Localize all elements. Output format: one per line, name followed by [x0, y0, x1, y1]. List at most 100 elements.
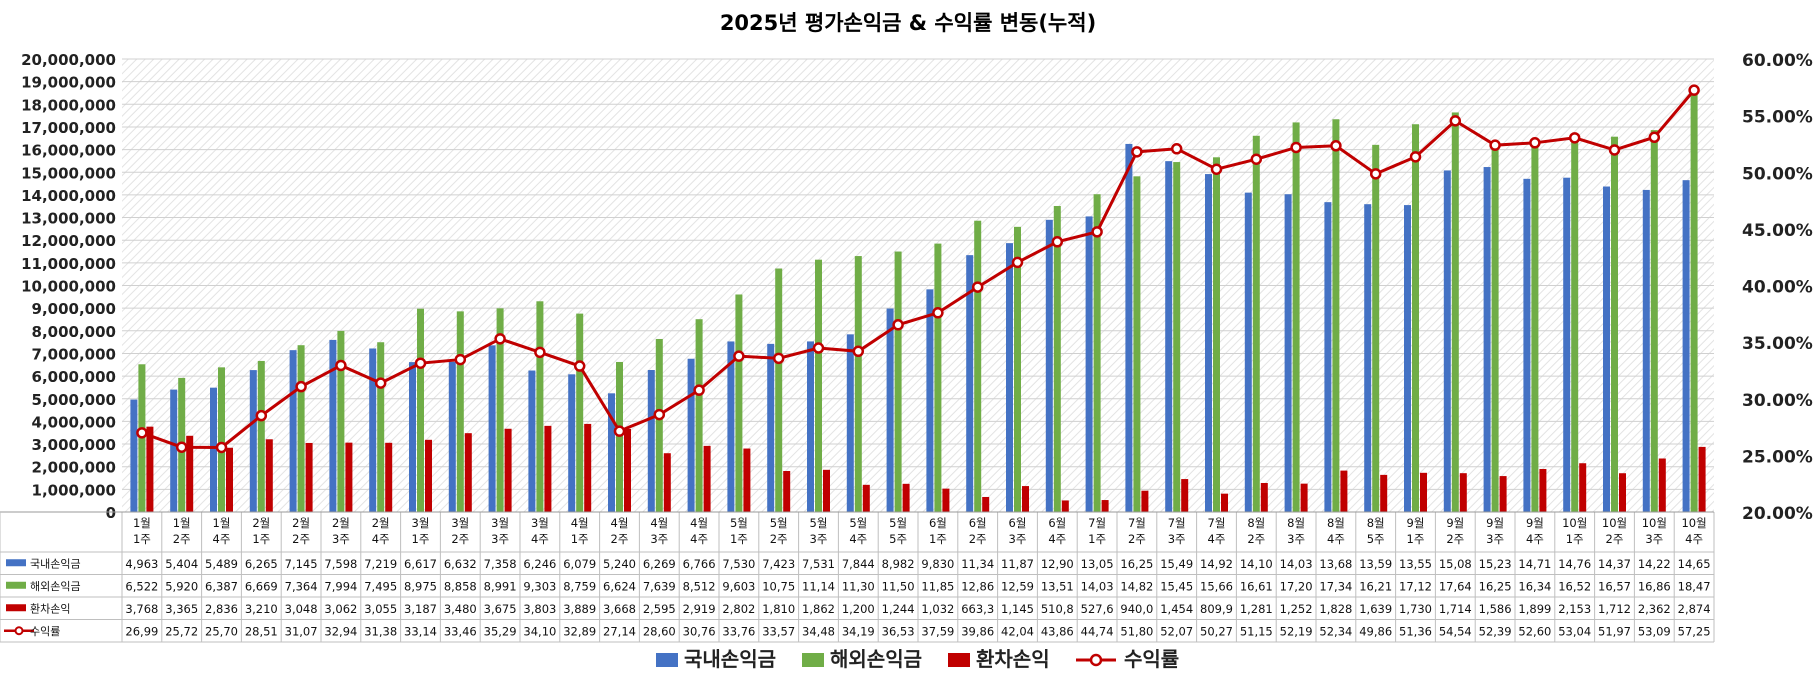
table-value-cell: 3,210 — [245, 602, 278, 616]
bar-fx — [783, 471, 791, 512]
table-value-cell: 16,57 — [1598, 579, 1631, 593]
table-value-cell: 53,04 — [1558, 624, 1591, 638]
y-right-tick-label: 25.00% — [1742, 447, 1813, 467]
table-value-cell: 2,919 — [683, 602, 716, 616]
x-category-label: 3주 — [810, 532, 828, 546]
bar-domestic — [1085, 216, 1093, 513]
bar-overseas — [337, 330, 345, 512]
return-rate-point — [613, 425, 626, 437]
table-value-cell: 12,86 — [961, 579, 994, 593]
table-value-cell: 14,65 — [1678, 557, 1711, 571]
bar-fx — [1698, 446, 1706, 512]
x-category-label: 3월 — [451, 516, 469, 530]
table-value-cell: 9,303 — [523, 579, 556, 593]
bar-overseas — [854, 256, 862, 512]
bar-overseas — [1451, 112, 1459, 512]
table-value-cell: 17,12 — [1399, 579, 1432, 593]
table-value-cell: 49,86 — [1359, 624, 1392, 638]
bar-overseas — [1491, 143, 1499, 512]
bar-domestic — [1443, 170, 1451, 513]
y-right-tick-label: 20.00% — [1742, 504, 1813, 524]
table-value-cell: 5,920 — [165, 579, 198, 593]
x-category-label: 3주 — [1009, 532, 1027, 546]
bar-overseas — [536, 301, 544, 512]
bar-overseas — [417, 308, 424, 512]
table-value-cell: 1,810 — [762, 602, 795, 616]
bar-domestic — [1682, 180, 1690, 513]
table-series-name: 수익률 — [30, 625, 60, 638]
table-value-cell: 3,803 — [523, 602, 556, 616]
bar-fx — [1141, 490, 1149, 512]
x-category-label: 7월 — [1208, 516, 1226, 530]
y-left-tick-label: 2,000,000 — [32, 459, 116, 477]
x-category-label: 2주 — [1247, 532, 1265, 546]
table-value-cell: 663,3 — [961, 602, 994, 616]
table-value-cell: 15,45 — [1160, 579, 1193, 593]
table-value-cell: 3,889 — [563, 602, 596, 616]
table-value-cell: 54,54 — [1439, 624, 1472, 638]
x-category-label: 2월 — [372, 516, 390, 530]
data-table: 1월 1주 1월 2주 1월 4주 2월 1주 2월 2주 2월 3주 2월 4주 3월 1주 3월 2주 3월 3주… — [0, 511, 1715, 643]
table-value-cell: 3,055 — [364, 602, 397, 616]
bar-overseas — [1650, 130, 1658, 512]
table-value-cell: 52,19 — [1280, 624, 1313, 638]
y-left-tick-label: 13,000,000 — [21, 210, 116, 228]
table-value-cell: 2,802 — [722, 602, 755, 616]
table-value-cell: 6,246 — [523, 557, 556, 571]
bar-domestic — [528, 370, 536, 512]
table-value-cell: 52,07 — [1160, 624, 1193, 638]
x-category-label: 4주 — [1208, 532, 1226, 546]
return-rate-point — [295, 380, 307, 393]
y-left-tick-label: 4,000,000 — [32, 413, 116, 431]
return-rate-point — [573, 360, 586, 372]
y-left-tick-label: 9,000,000 — [32, 300, 116, 318]
table-series-name: 해외손익금 — [30, 579, 81, 593]
table-value-cell: 36,53 — [882, 624, 915, 638]
table-value-cell: 7,219 — [364, 557, 397, 571]
table-value-cell: 16,61 — [1240, 579, 1273, 593]
table-value-cell: 3,062 — [324, 602, 357, 616]
x-category-label: 2주 — [1446, 532, 1464, 546]
return-rate-point — [1449, 115, 1462, 127]
return-rate-point — [454, 353, 467, 366]
table-value-cell: 17,64 — [1439, 579, 1472, 593]
bar-domestic — [1284, 194, 1292, 512]
bar-domestic — [1125, 143, 1133, 512]
table-value-cell: 7,994 — [324, 579, 357, 593]
table-value-cell: 7,531 — [802, 557, 835, 571]
table-value-cell: 25,72 — [165, 624, 198, 638]
table-value-cell: 9,603 — [722, 579, 755, 593]
bar-overseas — [1173, 162, 1181, 512]
return-rate-point — [1051, 236, 1064, 248]
bar-domestic — [1244, 192, 1252, 512]
legend-key — [656, 653, 678, 667]
bar-domestic — [130, 399, 138, 512]
table-value-cell: 7,423 — [762, 557, 795, 571]
return-rate-point — [1170, 143, 1183, 155]
y-left-tick-label: 20,000,000 — [21, 51, 116, 69]
x-category-label: 2주 — [1606, 532, 1624, 546]
x-category-label: 2주 — [173, 532, 191, 546]
table-value-cell: 1,586 — [1479, 602, 1512, 616]
table-value-cell: 1,712 — [1598, 602, 1631, 616]
bar-fx — [226, 447, 233, 512]
bar-overseas — [257, 360, 265, 512]
bar-domestic — [1165, 161, 1173, 513]
x-category-label: 10월 — [1602, 516, 1627, 530]
x-category-label: 2주 — [292, 532, 310, 546]
table-value-cell: 7,364 — [285, 579, 318, 593]
return-rate-point — [1648, 131, 1661, 144]
table-value-cell: 2,874 — [1678, 602, 1711, 616]
table-value-cell: 7,495 — [364, 579, 397, 593]
bar-overseas — [1213, 157, 1220, 512]
return-rate-point — [494, 333, 506, 345]
x-category-label: 1주 — [133, 532, 151, 546]
y-right-tick-label: 60.00% — [1742, 51, 1813, 71]
x-category-label: 2주 — [611, 532, 629, 546]
return-rate-point — [136, 427, 148, 439]
bar-overseas — [775, 268, 783, 512]
bar-domestic — [1603, 186, 1610, 512]
bar-fx — [464, 433, 472, 512]
y-left-tick-label: 0 — [106, 504, 116, 522]
